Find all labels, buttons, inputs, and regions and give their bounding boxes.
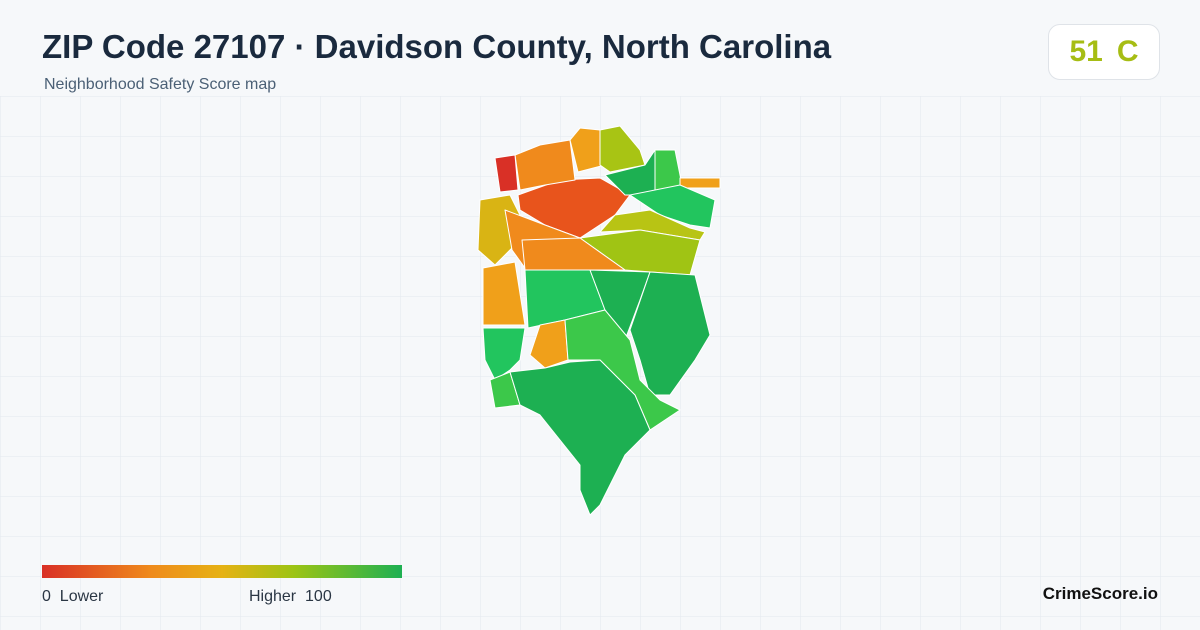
score: 51 <box>1069 35 1103 68</box>
legend-min: 0 <box>42 588 51 605</box>
title: ZIP Code 27107 · Davidson County, North … <box>42 28 832 65</box>
score-badge: 51 C <box>1048 24 1160 80</box>
legend-bar <box>42 565 402 578</box>
regions <box>477 125 721 516</box>
legend-high: Higher 100 <box>249 588 332 606</box>
legend-low: 0 Lower <box>42 588 103 606</box>
grade: C <box>1116 35 1139 68</box>
subtitle: Neighborhood Safety Score map <box>44 76 277 93</box>
legend-min-label: Lower <box>59 588 104 605</box>
legend-max: 100 <box>305 588 332 605</box>
legend-max-label: Higher <box>249 588 297 605</box>
brand: CrimeScore.io <box>1042 584 1158 603</box>
